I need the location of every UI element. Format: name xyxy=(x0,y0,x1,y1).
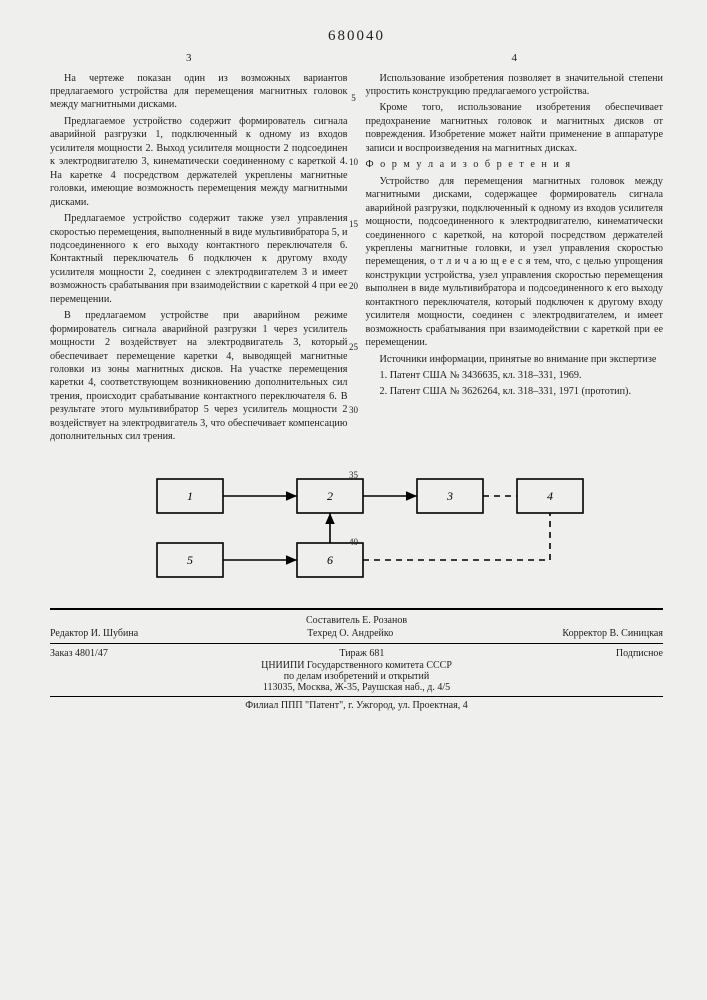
print-run: Тираж 681 xyxy=(339,648,384,659)
subscription: Подписное xyxy=(616,648,663,659)
text-columns: 3 На чертеже показан один из возможных в… xyxy=(50,51,663,447)
diagram-node-label: 3 xyxy=(446,489,453,503)
block-diagram: 1 2 3 4 5 6 xyxy=(117,467,597,598)
org-line-1: ЦНИИПИ Государственного комитета СССР xyxy=(50,660,663,671)
paragraph: На чертеже показан один из возможных вар… xyxy=(50,72,348,112)
source-item: 1. Патент США № 3436635, кл. 318–331, 19… xyxy=(366,369,664,382)
diagram-node-label: 1 xyxy=(187,489,193,503)
org-line-2: по делам изобретений и открытий xyxy=(50,671,663,682)
tech-editor: Техред О. Андрейко xyxy=(307,628,393,639)
line-number: 20 xyxy=(345,281,363,291)
paragraph: В предлагаемом устройстве при аварийном … xyxy=(50,309,348,444)
line-number: 35 xyxy=(345,470,363,480)
left-column: 3 На чертеже показан один из возможных в… xyxy=(50,51,348,447)
order-number: Заказ 4801/47 xyxy=(50,648,108,659)
claim-text: Устройство для перемещения магнитных гол… xyxy=(366,175,664,350)
address: 113035, Москва, Ж-35, Раушская наб., д. … xyxy=(50,682,663,693)
diagram-node-label: 5 xyxy=(187,553,193,567)
imprint-footer: Составитель Е. Розанов Редактор И. Шубин… xyxy=(50,608,663,711)
line-number: 15 xyxy=(345,219,363,229)
right-column: 4 Использование изобретения позволяет в … xyxy=(366,51,664,447)
line-number: 5 xyxy=(345,93,363,103)
line-number: 25 xyxy=(345,342,363,352)
sources-title: Источники информации, принятые во вниман… xyxy=(366,353,664,366)
column-number-right: 4 xyxy=(366,51,664,66)
line-number: 30 xyxy=(345,405,363,415)
diagram-node-label: 4 xyxy=(547,489,553,503)
paragraph: Кроме того, использование изобретения об… xyxy=(366,101,664,155)
compiler: Составитель Е. Розанов xyxy=(306,615,407,626)
diagram-node-label: 2 xyxy=(327,489,333,503)
source-item: 2. Патент США № 3626264, кл. 318–331, 19… xyxy=(366,385,664,398)
editor: Редактор И. Шубина xyxy=(50,628,138,639)
line-number: 10 xyxy=(345,157,363,167)
paragraph: Предлагаемое устройство содержит также у… xyxy=(50,212,348,306)
filial: Филиал ППП "Патент", г. Ужгород, ул. Про… xyxy=(50,700,663,711)
corrector: Корректор В. Синицкая xyxy=(562,628,663,639)
paragraph: Использование изобретения позволяет в зн… xyxy=(366,72,664,99)
diagram-node-label: 6 xyxy=(327,553,333,567)
patent-number: 680040 xyxy=(50,28,663,45)
column-number-left: 3 xyxy=(30,51,348,66)
claim-title: Ф о р м у л а и з о б р е т е н и я xyxy=(366,158,664,171)
line-number: 40 xyxy=(345,537,363,547)
paragraph: Предлагаемое устройство содержит формиро… xyxy=(50,115,348,209)
